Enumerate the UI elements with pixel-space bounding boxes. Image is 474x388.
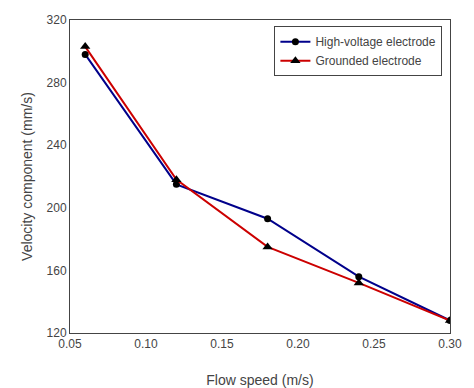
svg-text:120: 120 — [47, 326, 67, 340]
svg-text:0.30: 0.30 — [438, 337, 462, 351]
svg-text:0.15: 0.15 — [210, 337, 234, 351]
svg-text:Velocity component (mm/s): Velocity component (mm/s) — [19, 92, 35, 261]
svg-text:0.10: 0.10 — [134, 337, 158, 351]
svg-text:Flow speed (m/s): Flow speed (m/s) — [206, 372, 313, 388]
svg-text:160: 160 — [47, 264, 67, 278]
svg-text:200: 200 — [47, 201, 67, 215]
svg-text:0.20: 0.20 — [286, 337, 310, 351]
svg-text:High-voltage electrode: High-voltage electrode — [315, 35, 435, 49]
svg-text:280: 280 — [47, 76, 67, 90]
svg-text:0.25: 0.25 — [362, 337, 386, 351]
svg-text:320: 320 — [47, 13, 67, 27]
svg-text:240: 240 — [47, 138, 67, 152]
svg-text:0.05: 0.05 — [58, 337, 82, 351]
svg-text:Grounded electrode: Grounded electrode — [315, 54, 421, 68]
